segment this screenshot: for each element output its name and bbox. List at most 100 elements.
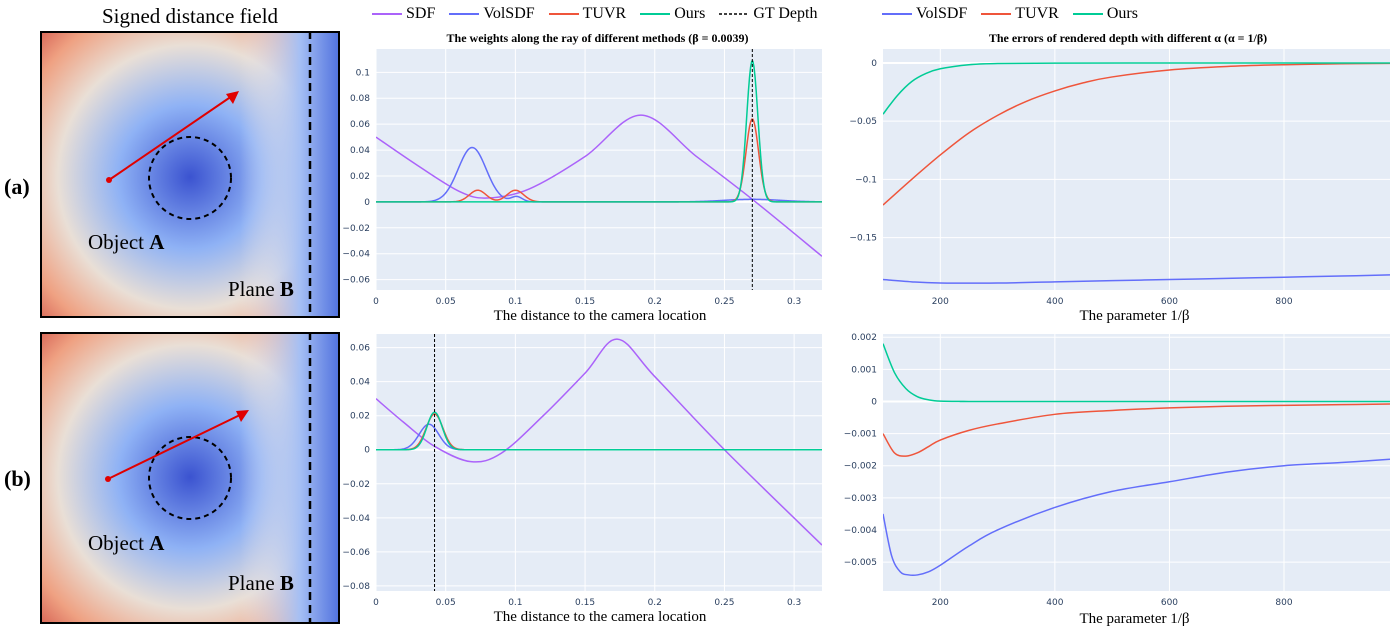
legend-item-tuvr: TUVR — [548, 5, 626, 23]
x-tick-label: 800 — [1275, 297, 1292, 307]
series-line-volsdf — [883, 458, 1390, 577]
xlabel-weights-a: The distance to the camera location — [493, 308, 707, 324]
series-line-tuvr — [883, 403, 1390, 457]
plot-background — [883, 334, 1390, 591]
y-tick-label: 0.02 — [350, 412, 370, 422]
legend-label: SDF — [406, 5, 436, 22]
y-tick-label: 0.1 — [356, 68, 370, 78]
svg-text:Plane B: Plane B — [228, 571, 294, 595]
legend-label: GT Depth — [753, 5, 818, 22]
ray-origin — [105, 476, 111, 482]
y-tick-label: 0 — [871, 397, 877, 407]
middle-legend: SDF VolSDF TUVR Ours GT Depth — [372, 5, 817, 23]
legend-item-volsdf: VolSDF — [882, 5, 967, 23]
y-tick-label: 0.002 — [851, 333, 877, 343]
y-tick-label: −0.08 — [342, 582, 370, 592]
x-tick-label: 400 — [1046, 598, 1063, 608]
row-label-b: (b) — [4, 466, 31, 491]
legend-label: Ours — [674, 5, 706, 22]
legend-swatch — [719, 13, 750, 15]
x-tick-label: 0 — [373, 598, 379, 608]
ray-arrowhead — [236, 410, 249, 422]
series-line-sdf — [376, 338, 822, 546]
series-line-ours — [376, 411, 822, 451]
x-tick-label: 0.15 — [575, 297, 595, 307]
svg-text:Object A: Object A — [88, 531, 165, 555]
legend-swatch — [640, 13, 671, 15]
x-tick-label: 0 — [373, 297, 379, 307]
legend-item-tuvr: TUVR — [981, 5, 1059, 23]
y-tick-label: −0.1 — [855, 175, 877, 185]
legend-item-sdf: SDF — [372, 5, 435, 23]
object-a-circle — [148, 436, 232, 520]
legend-swatch — [372, 13, 402, 15]
row-label-a: (a) — [4, 174, 30, 199]
legend-swatch — [981, 13, 1012, 15]
x-tick-label: 0.3 — [787, 297, 801, 307]
y-tick-label: 0.08 — [350, 94, 370, 104]
y-tick-label: 0 — [871, 59, 877, 69]
sdf-image-b: Object A Plane B — [40, 332, 340, 624]
series-line-volsdf — [883, 274, 1390, 284]
right-title: The errors of rendered depth with differ… — [988, 31, 1268, 45]
legend-swatch — [1072, 13, 1103, 15]
legend-item-ours: Ours — [640, 5, 705, 23]
right-legend: VolSDF TUVR Ours — [882, 5, 1138, 23]
legend-label: Ours — [1106, 5, 1138, 22]
x-tick-label: 600 — [1161, 297, 1178, 307]
plot-background — [376, 49, 822, 290]
sdf-image-a: Object A Plane B — [40, 31, 340, 318]
y-tick-label: 0 — [364, 446, 370, 456]
chart-errors-b: 200 400 600 800 −0.005 −0.004 −0.003 −0.002 −0.0… — [844, 333, 1390, 608]
y-tick-label: −0.001 — [844, 430, 877, 440]
xlabel-errors-b: The parameter 1/β — [1079, 611, 1190, 627]
legend-swatch — [548, 13, 579, 15]
object-a-circle — [148, 136, 232, 220]
y-tick-label: −0.04 — [342, 514, 370, 524]
series-line-ours — [883, 343, 1390, 403]
series-line-sdf — [376, 114, 822, 257]
y-tick-label: −0.15 — [849, 234, 877, 244]
legend-label: VolSDF — [483, 5, 535, 22]
legend-swatch — [449, 13, 480, 15]
x-tick-label: 800 — [1275, 598, 1292, 608]
y-tick-label: −0.06 — [342, 276, 370, 286]
xlabel-weights-b: The distance to the camera location — [493, 609, 707, 625]
x-tick-label: 200 — [932, 598, 949, 608]
series-line-ours — [883, 62, 1390, 115]
x-tick-label: 0.3 — [787, 598, 801, 608]
chart-weights-b: 0 0.05 0.1 0.15 0.2 0.25 0.3 −0.08 −0.06 −0.04 −0.… — [342, 334, 822, 608]
x-tick-label: 0.2 — [648, 297, 662, 307]
y-tick-label: 0.06 — [350, 344, 370, 354]
series-line-tuvr — [883, 62, 1390, 206]
y-tick-label: 0.06 — [350, 120, 370, 130]
chart-weights-a: 0 0.05 0.1 0.15 0.2 0.25 0.3 −0.06 −0.04 −0.02 0 0.… — [342, 49, 822, 307]
legend-item-gt-depth: GT Depth — [719, 5, 817, 23]
plot-background — [883, 49, 1390, 290]
x-tick-label: 0.15 — [575, 598, 595, 608]
legend-label: VolSDF — [916, 5, 968, 22]
y-tick-label: 0.001 — [851, 365, 877, 375]
y-tick-label: −0.04 — [342, 250, 370, 260]
y-tick-label: −0.05 — [849, 117, 877, 127]
x-tick-label: 600 — [1161, 598, 1178, 608]
ray-arrow — [107, 413, 243, 480]
xlabel-errors-a: The parameter 1/β — [1079, 308, 1190, 324]
x-tick-label: 0.2 — [648, 598, 662, 608]
chart-errors-a: 200 400 600 800 −0.15 −0.1 −0.05 0 — [849, 49, 1390, 307]
x-tick-label: 0.25 — [714, 297, 734, 307]
y-tick-label: 0.02 — [350, 172, 370, 182]
legend-item-volsdf: VolSDF — [449, 5, 535, 23]
legend-item-ours: Ours — [1072, 5, 1138, 23]
y-tick-label: 0.04 — [350, 146, 370, 156]
y-tick-label: −0.02 — [342, 224, 370, 234]
y-tick-label: −0.06 — [342, 548, 370, 558]
y-tick-label: 0.04 — [350, 378, 370, 388]
y-tick-label: −0.002 — [844, 462, 877, 472]
y-tick-label: −0.02 — [342, 480, 370, 490]
y-tick-label: −0.005 — [844, 558, 877, 568]
ray-arrowhead — [226, 91, 239, 104]
svg-text:Plane B: Plane B — [228, 277, 294, 301]
x-tick-label: 0.05 — [436, 598, 456, 608]
plot-background — [376, 334, 822, 591]
